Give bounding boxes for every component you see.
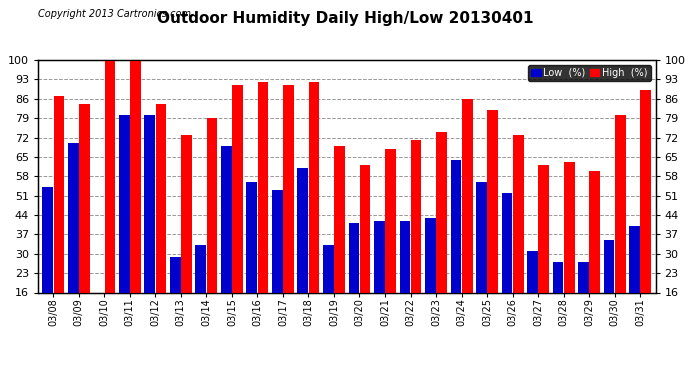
Bar — [451, 160, 462, 337]
Bar — [476, 182, 487, 337]
Bar — [119, 116, 130, 337]
Bar — [155, 104, 166, 337]
Bar — [144, 116, 155, 337]
Bar — [538, 165, 549, 337]
Bar — [553, 262, 563, 337]
Bar — [400, 220, 411, 337]
Bar — [425, 218, 436, 337]
Bar — [323, 246, 334, 337]
Bar — [130, 60, 141, 337]
Bar — [578, 262, 589, 337]
Bar — [604, 240, 614, 337]
Bar — [232, 85, 243, 337]
Bar — [221, 146, 232, 337]
Bar — [272, 190, 283, 337]
Bar — [385, 148, 396, 337]
Text: Copyright 2013 Cartronics.com: Copyright 2013 Cartronics.com — [38, 9, 191, 19]
Bar — [246, 182, 257, 337]
Bar — [105, 60, 115, 337]
Bar — [629, 226, 640, 337]
Bar — [195, 246, 206, 337]
Bar — [564, 162, 575, 337]
Bar — [527, 251, 538, 337]
Bar — [297, 168, 308, 337]
Text: Outdoor Humidity Daily High/Low 20130401: Outdoor Humidity Daily High/Low 20130401 — [157, 11, 533, 26]
Bar — [283, 85, 294, 337]
Bar — [589, 171, 600, 337]
Bar — [374, 220, 385, 337]
Bar — [640, 90, 651, 337]
Bar — [68, 143, 79, 337]
Bar — [513, 135, 524, 337]
Bar — [615, 116, 626, 337]
Bar — [334, 146, 345, 337]
Bar — [502, 193, 513, 337]
Bar — [348, 223, 359, 337]
Bar — [257, 82, 268, 337]
Bar — [79, 104, 90, 337]
Bar — [42, 188, 53, 337]
Bar — [308, 82, 319, 337]
Bar — [436, 132, 447, 337]
Bar — [411, 140, 422, 337]
Legend: Low  (%), High  (%): Low (%), High (%) — [528, 65, 651, 81]
Bar — [170, 256, 181, 337]
Bar — [54, 96, 64, 337]
Bar — [359, 165, 371, 337]
Bar — [487, 110, 498, 337]
Bar — [181, 135, 192, 337]
Bar — [206, 118, 217, 337]
Bar — [462, 99, 473, 337]
